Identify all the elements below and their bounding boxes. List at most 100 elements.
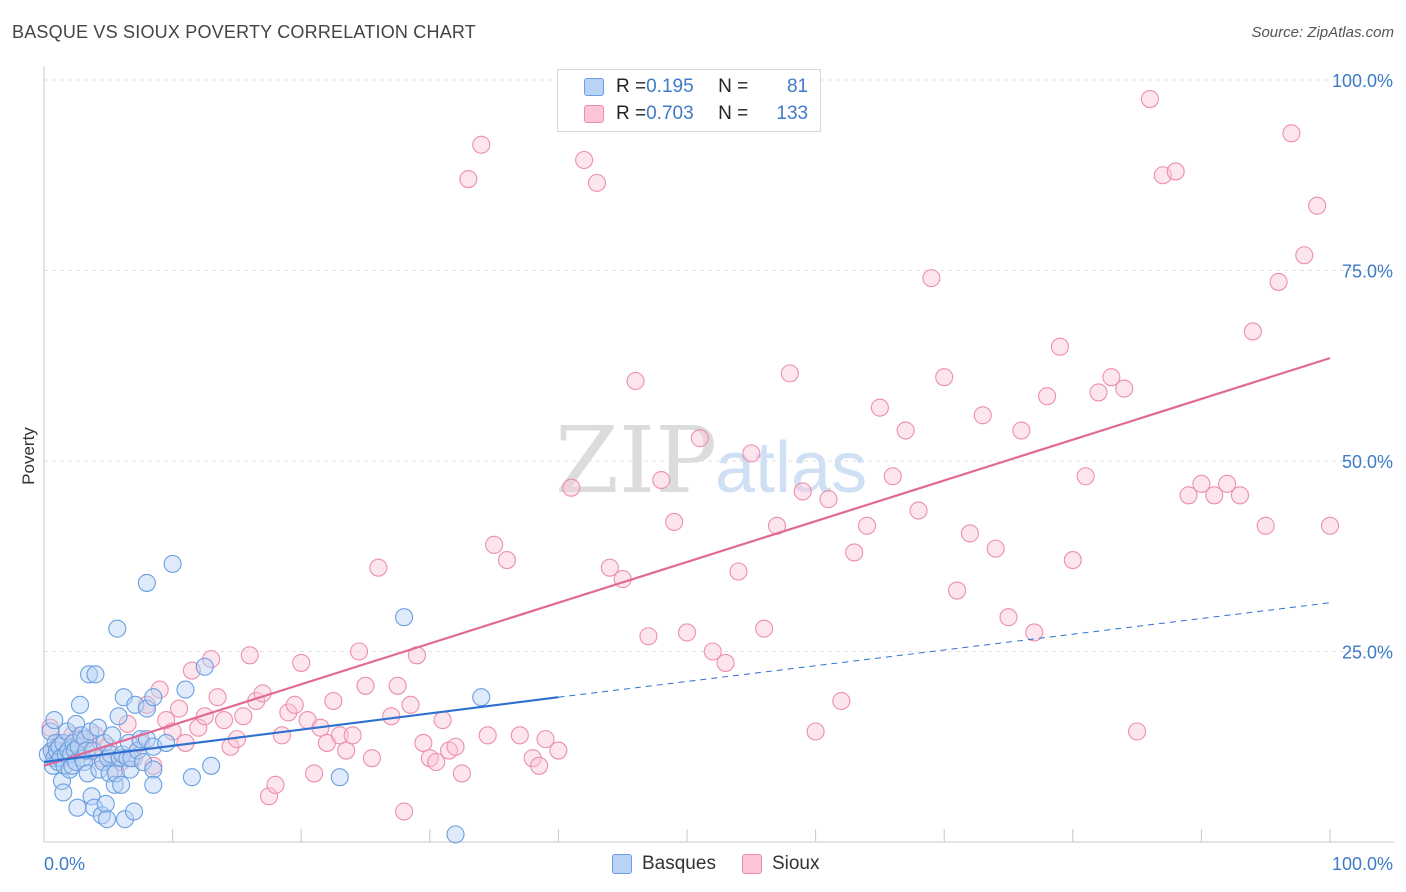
sioux-point <box>1050 337 1069 356</box>
sioux-point <box>1128 722 1147 741</box>
n-value: 133 <box>776 103 809 124</box>
sioux-point <box>896 421 915 440</box>
y-tick-label: 50.0% <box>1342 452 1393 472</box>
basques-point <box>126 695 145 714</box>
sioux-point <box>356 676 375 695</box>
basques-trendline-extension <box>558 602 1331 698</box>
sioux-point <box>845 543 864 562</box>
basques-point <box>144 760 163 779</box>
sioux-legend-swatch <box>741 854 762 874</box>
basques-point <box>144 775 163 794</box>
sioux-point <box>935 368 954 387</box>
sioux-point <box>530 756 549 775</box>
sioux-point <box>285 695 304 714</box>
sioux-point <box>716 653 735 672</box>
n-label: N = <box>718 76 749 97</box>
sioux-point <box>388 676 407 695</box>
sioux-swatch <box>584 105 604 123</box>
sioux-point <box>948 581 967 600</box>
sioux-point <box>1012 421 1031 440</box>
sioux-point <box>973 406 992 425</box>
sioux-point <box>999 608 1018 627</box>
n-value: 81 <box>786 76 809 97</box>
basques-point <box>106 764 126 783</box>
basques-point <box>176 680 195 699</box>
y-tick-label: 25.0% <box>1342 643 1393 663</box>
chart-title: BASQUE VS SIOUX POVERTY CORRELATION CHAR… <box>12 22 476 42</box>
sioux-point <box>1218 474 1237 493</box>
y-tick-label: 100.0% <box>1332 71 1393 91</box>
basques-point <box>157 733 176 752</box>
basques-point <box>54 783 73 802</box>
sioux-point <box>414 733 433 752</box>
sioux-point <box>960 524 979 543</box>
basques-point <box>137 573 156 592</box>
sioux-point <box>806 722 825 741</box>
sioux-point <box>652 470 671 490</box>
sioux-point <box>1243 322 1262 341</box>
watermark: ZIP atlas <box>555 407 867 514</box>
sioux-point <box>600 558 619 577</box>
sioux-point <box>362 749 381 768</box>
basques-point <box>97 810 117 829</box>
sioux-point <box>350 642 369 661</box>
basques-point <box>96 794 115 813</box>
r-label: R = <box>616 103 647 124</box>
basques-point <box>182 768 201 787</box>
sioux-point <box>337 741 356 760</box>
watermark-atlas: atlas <box>715 428 867 508</box>
r-label: R = <box>616 76 647 97</box>
sioux-point <box>401 695 420 714</box>
basques-point <box>202 756 221 775</box>
sioux-point <box>1308 196 1327 215</box>
sioux-point <box>369 558 388 577</box>
sioux-point <box>1320 516 1340 535</box>
x-tick-label: 100.0% <box>1332 854 1393 874</box>
sioux-point <box>292 653 311 672</box>
sioux-point <box>755 619 774 638</box>
sioux-point <box>279 703 298 722</box>
sioux-point <box>459 170 478 189</box>
sioux-point <box>202 650 221 669</box>
basques-point <box>108 619 127 638</box>
basques-legend-swatch <box>612 854 632 874</box>
legend-row-sioux: R = 0.703 N = 133 <box>584 103 808 125</box>
sioux-point <box>259 787 279 806</box>
sioux-point <box>446 737 465 756</box>
legend-item-sioux[interactable]: Sioux <box>741 853 819 875</box>
sioux-point <box>1256 516 1275 535</box>
basques-point <box>395 608 414 627</box>
sioux-point <box>639 627 658 646</box>
sioux-point <box>780 364 799 383</box>
sioux-point <box>575 150 594 170</box>
sioux-point <box>883 467 902 486</box>
sioux-point <box>1269 272 1288 291</box>
basques-point <box>78 764 97 783</box>
sioux-point <box>703 642 722 661</box>
sioux-point <box>665 512 684 532</box>
basques-point <box>45 711 64 730</box>
sioux-point <box>1140 90 1160 109</box>
sioux-point <box>1205 486 1224 505</box>
sioux-point <box>427 752 446 772</box>
sioux-point <box>240 646 259 665</box>
sioux-point <box>549 741 568 760</box>
sioux-point <box>497 551 517 570</box>
y-axis-label: Poverty <box>19 427 38 485</box>
sioux-point <box>208 688 227 707</box>
sioux-point <box>1192 474 1211 493</box>
sioux-point <box>587 173 607 192</box>
sioux-points <box>41 90 1340 821</box>
sioux-point <box>305 764 324 783</box>
sioux-point <box>870 398 889 417</box>
basques-point <box>112 775 131 794</box>
sioux-point <box>626 371 645 391</box>
sioux-point <box>832 691 851 711</box>
legend-item-basques[interactable]: Basques <box>612 853 716 875</box>
sioux-point <box>562 478 581 497</box>
sioux-point <box>214 711 234 730</box>
sioux-point <box>266 775 285 794</box>
sioux-point <box>690 429 709 448</box>
basques-point <box>105 775 124 794</box>
